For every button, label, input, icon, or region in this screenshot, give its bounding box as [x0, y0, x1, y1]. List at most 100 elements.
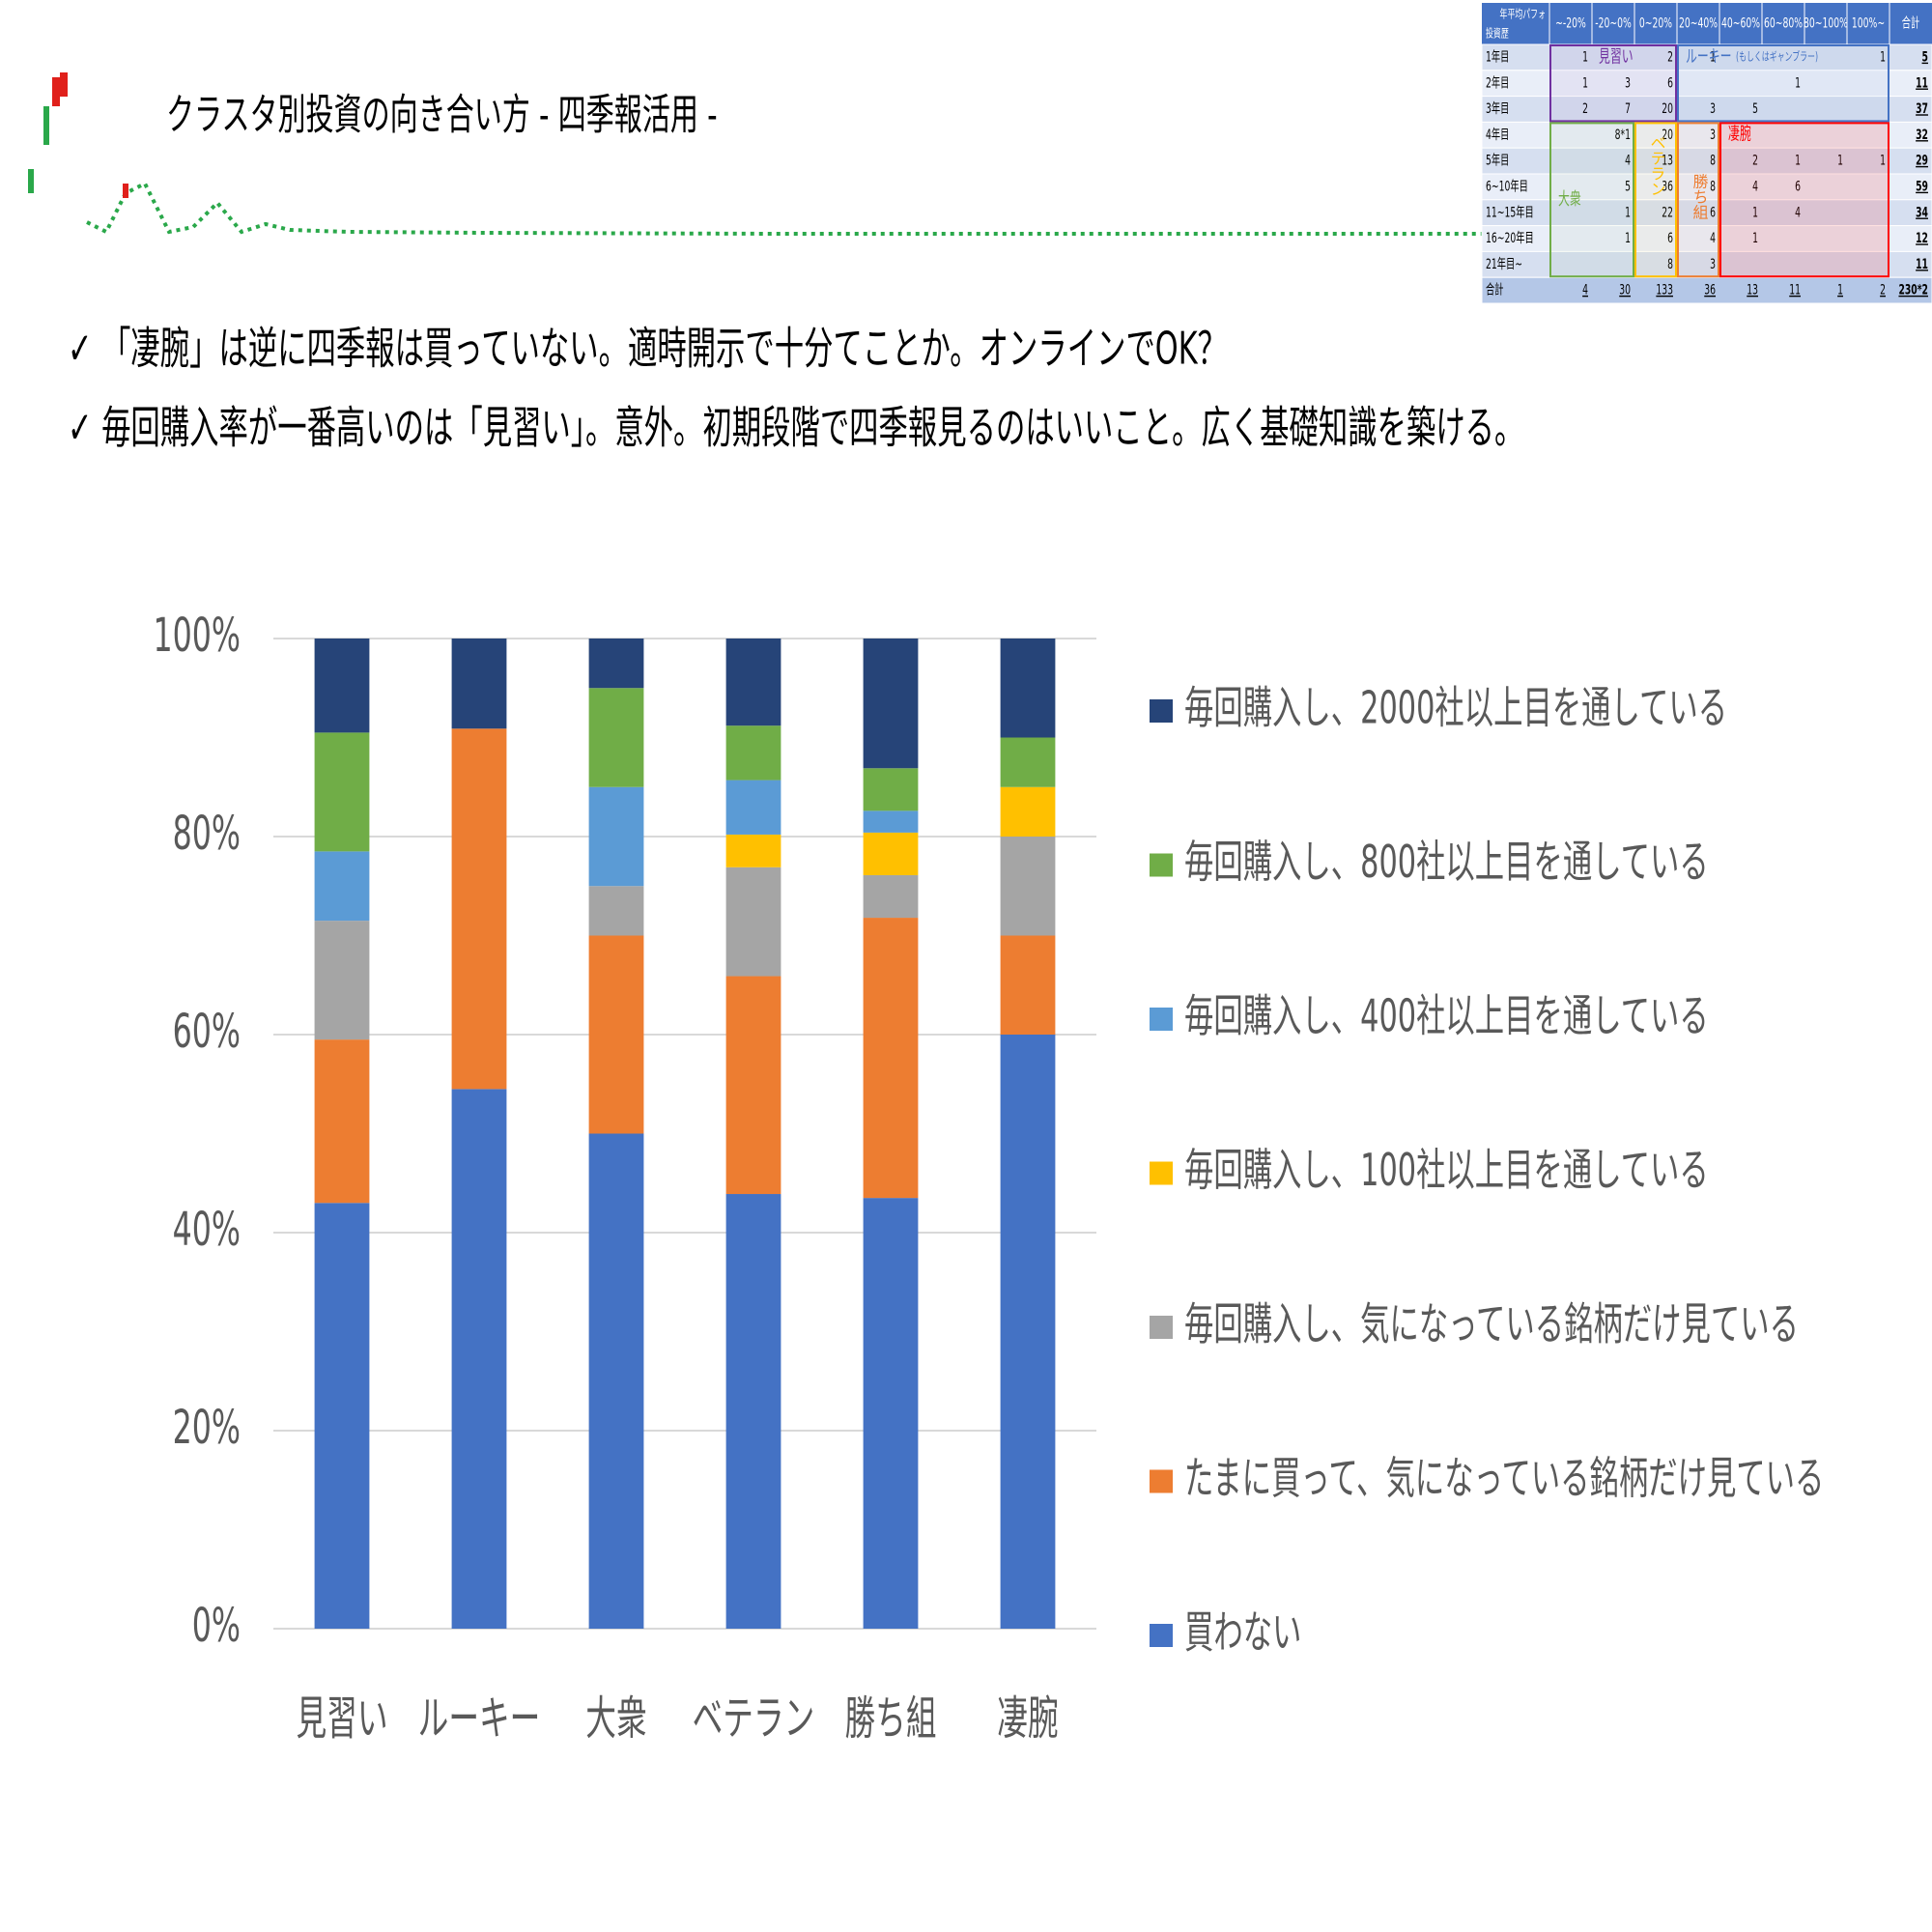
- table-cell: 4: [1582, 282, 1588, 298]
- table-row-label: 4年目: [1486, 127, 1509, 143]
- table-row-label: 1年目: [1486, 49, 1509, 66]
- x-tick-label: 凄腕: [997, 1690, 1058, 1746]
- table-cell: 3: [1710, 256, 1716, 272]
- table-cell: 1: [1582, 74, 1588, 91]
- table-cell: 6: [1667, 230, 1673, 246]
- table-cell: 1: [1625, 204, 1631, 220]
- table-total: 37: [1916, 100, 1928, 117]
- table-group-label: 大衆: [1558, 189, 1581, 210]
- bar-segment: [863, 639, 919, 769]
- legend-label: 買わない: [1184, 1607, 1301, 1659]
- table-cell: 1: [1795, 153, 1801, 169]
- table-cell: 8: [1667, 256, 1673, 272]
- table-total: 29: [1916, 153, 1928, 169]
- y-tick-label: 100%: [153, 608, 241, 663]
- table-cell: 4: [1795, 204, 1801, 220]
- table-group-label: 見習い: [1599, 46, 1634, 67]
- table-cell: 1: [1752, 204, 1758, 220]
- table-cell: 1: [1625, 230, 1631, 246]
- legend-swatch: [1150, 1624, 1173, 1647]
- bar-segment: [863, 810, 919, 833]
- table-cell: 6: [1667, 74, 1673, 91]
- table-cell: 4: [1752, 179, 1758, 195]
- table-corner: 投資歴: [1486, 26, 1509, 41]
- bar-segment: [588, 1133, 644, 1629]
- table-cell: 3: [1625, 74, 1631, 91]
- table-cell: 30: [1619, 282, 1631, 298]
- table-cell: 8*1: [1615, 127, 1631, 143]
- table-cell: 6: [1710, 204, 1716, 220]
- table-cell: 13: [1747, 282, 1758, 298]
- bullet: ✓ 毎回購入率が一番高いのは「見習い」。意外。初期段階で四季報見るのはいいこと。…: [68, 403, 1523, 454]
- table-row-label: 3年目: [1486, 100, 1509, 117]
- legend-swatch: [1150, 1008, 1173, 1031]
- table-cell: 1: [1880, 153, 1886, 169]
- table-group-box: [1549, 44, 1677, 123]
- table-cell: 6: [1795, 179, 1801, 195]
- bar-segment: [863, 1198, 919, 1629]
- table-row-bg: [1481, 199, 1932, 227]
- table-total: 34: [1916, 204, 1928, 220]
- bar-segment: [314, 1203, 370, 1629]
- decor-wave: [86, 181, 1482, 236]
- table-total: 12: [1916, 230, 1928, 246]
- table-col-header: 40~60%: [1721, 15, 1760, 32]
- table-row-bg: [1481, 147, 1932, 175]
- bar-segment: [863, 768, 919, 811]
- table-corner: 年平均パフォ: [1500, 7, 1546, 21]
- table-cell: 1: [1752, 230, 1758, 246]
- table-row-label: 5年目: [1486, 153, 1509, 169]
- table-cell: 20: [1662, 100, 1673, 117]
- table-cell: 1: [1837, 282, 1843, 298]
- bar-segment: [1000, 1035, 1056, 1629]
- x-tick-label: ルーキー: [418, 1690, 541, 1746]
- slide-title: クラスタ別投資の向き合い方 - 四季報活用 -: [166, 89, 718, 139]
- table-row-label: 合計: [1486, 282, 1504, 298]
- bar-segment: [725, 780, 781, 835]
- table-row-bg: [1481, 96, 1932, 123]
- x-tick-label: 大衆: [585, 1690, 646, 1746]
- table-col-header: 100%~: [1852, 15, 1885, 32]
- decoration: [28, 72, 1482, 236]
- table-row-label: 16~20年目: [1486, 230, 1534, 246]
- table-row-label: 11~15年目: [1486, 204, 1534, 220]
- table-cell: 1: [1710, 49, 1716, 66]
- y-tick-label: 80%: [173, 806, 241, 861]
- table-cell: 3: [1710, 100, 1716, 117]
- table-total: 59: [1916, 179, 1928, 195]
- legend-swatch: [1150, 1161, 1173, 1185]
- bar-segment: [588, 886, 644, 936]
- bar-segment: [725, 867, 781, 977]
- x-tick-label: 見習い: [296, 1690, 387, 1746]
- table-total: 32: [1916, 127, 1928, 143]
- bar-segment: [1000, 837, 1056, 936]
- table-header-bg: [1482, 3, 1932, 44]
- table-cell: 2: [1880, 282, 1886, 298]
- legend-swatch: [1150, 1469, 1173, 1493]
- table-cell: 2: [1752, 153, 1758, 169]
- legend-swatch: [1150, 699, 1173, 723]
- bar-segment: [588, 935, 644, 1134]
- table-cell: 1: [1795, 74, 1801, 91]
- table-cell: 4: [1625, 153, 1631, 169]
- bar-segment: [863, 832, 919, 875]
- legend-label: 毎回購入し、2000社以上目を通している: [1184, 683, 1727, 734]
- legend-swatch: [1150, 1316, 1173, 1339]
- y-tick-label: 20%: [173, 1400, 241, 1455]
- table-col-header: 80~100%: [1804, 15, 1848, 32]
- table-cell: 5: [1625, 179, 1631, 195]
- table-cell: 2: [1667, 49, 1673, 66]
- table-row-bg: [1481, 43, 1932, 71]
- legend-swatch: [1150, 853, 1173, 877]
- y-tick-label: 0%: [192, 1598, 241, 1653]
- bar-segment: [725, 1194, 781, 1629]
- bar-segment: [725, 725, 781, 781]
- table-group-label: ベテラン: [1648, 134, 1666, 196]
- table-cell: 7: [1625, 100, 1631, 117]
- table-row-bg: [1481, 173, 1932, 201]
- table-cell: 5: [1752, 100, 1758, 117]
- bar-segment: [725, 976, 781, 1195]
- bar-segment: [725, 834, 781, 867]
- legend-label: 毎回購入し、800社以上目を通している: [1184, 838, 1709, 889]
- y-tick-label: 60%: [173, 1004, 241, 1059]
